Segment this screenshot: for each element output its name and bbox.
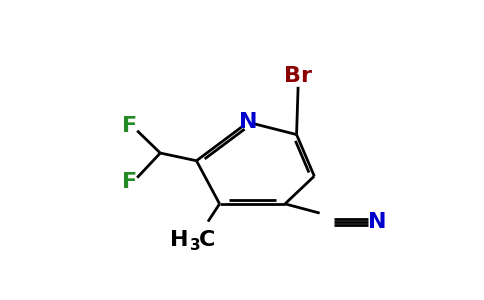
Text: F: F: [122, 116, 137, 136]
Text: 3: 3: [190, 238, 200, 253]
Text: F: F: [122, 172, 137, 192]
Text: C: C: [199, 230, 215, 250]
Text: N: N: [239, 112, 257, 132]
Text: N: N: [368, 212, 387, 232]
Text: H: H: [170, 230, 189, 250]
Text: Br: Br: [284, 66, 312, 86]
